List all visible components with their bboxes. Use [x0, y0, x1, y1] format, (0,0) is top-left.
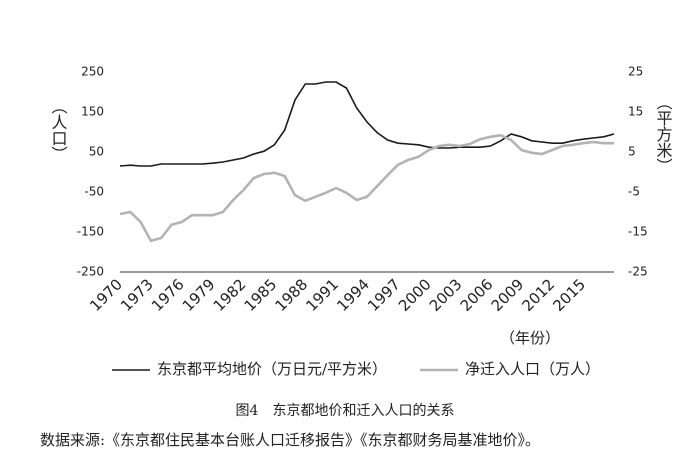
x-tick-label: 1988 — [272, 275, 312, 315]
y2-tick-label: 5 — [628, 145, 636, 159]
y2-tick-label: 15 — [628, 105, 643, 119]
x-tick-label: 1994 — [333, 275, 373, 315]
x-tick-label: 1997 — [364, 275, 404, 315]
y2-tick-label: -25 — [628, 265, 648, 279]
y2-axis-label: （平方米） — [654, 94, 673, 174]
y-tick-label: -250 — [77, 265, 104, 279]
x-axis-label: （年份） — [500, 329, 560, 347]
series-line — [119, 133, 614, 243]
x-tick-label: 1985 — [241, 275, 281, 315]
y-tick-label: -50 — [84, 185, 104, 199]
x-tick-label: 2015 — [549, 275, 589, 315]
source: 数据来源:《东京都住民基本台账人口迁移报告》《东京都财务局基准地价》。 — [40, 431, 540, 449]
x-tick-label: 1976 — [148, 275, 188, 315]
series-line — [119, 81, 615, 167]
x-tick-label: 1991 — [302, 275, 342, 315]
x-tick-label: 1979 — [179, 275, 219, 315]
x-tick-label: 2003 — [426, 275, 466, 315]
x-tick-label: 2000 — [395, 275, 435, 315]
caption: 图4 东京都地价和迁入人口的关系 — [236, 403, 455, 419]
x-tick-label: 1982 — [210, 275, 250, 315]
x-tick-label: 2009 — [488, 275, 528, 315]
y-tick-label: 250 — [81, 65, 104, 79]
y-tick-label: 150 — [81, 105, 104, 119]
y2-tick-label: -15 — [628, 225, 648, 239]
legend-label: 东京都平均地价（万日元/平方米） — [157, 360, 387, 378]
x-tick-label: 2012 — [519, 275, 559, 315]
x-tick-label: 1970 — [86, 275, 126, 315]
y2-tick-label: 25 — [628, 65, 643, 79]
x-tick-label: 1973 — [117, 275, 157, 315]
legend-label: 净迁入人口（万人） — [465, 360, 600, 378]
y-tick-label: -150 — [77, 225, 104, 239]
y2-tick-label: -5 — [628, 185, 640, 199]
x-tick-label: 2006 — [457, 275, 497, 315]
y-tick-label: 50 — [89, 145, 104, 159]
y-axis-label: （人口） — [49, 98, 68, 162]
